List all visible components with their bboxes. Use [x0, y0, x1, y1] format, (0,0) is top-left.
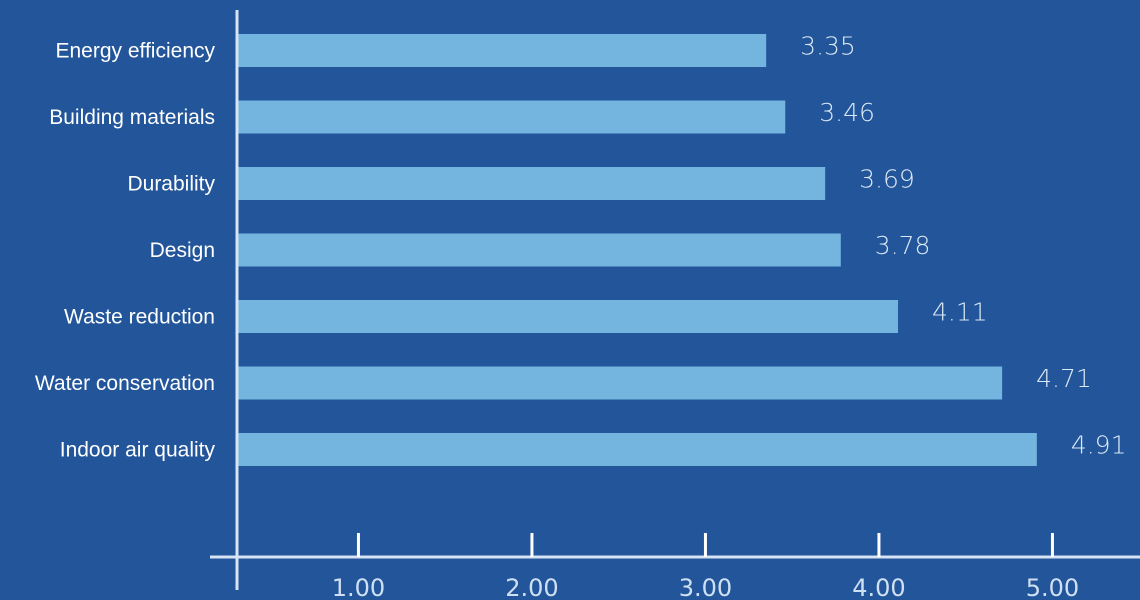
x-tick-label: 3.00: [679, 574, 732, 600]
x-tick-labels: 1.00 2.00 3.00 4.00 5.00: [332, 574, 1079, 600]
value-label: 3.69: [859, 165, 915, 194]
category-label: Waste reduction: [64, 306, 215, 329]
value-labels: 3.35 3.46 3.69 3.78 4.11 4.71 4.91: [800, 32, 1126, 460]
value-label: 4.91: [1071, 431, 1127, 460]
bar-energy-efficiency: [237, 34, 767, 67]
x-tick-label: 4.00: [852, 574, 905, 600]
value-label: 4.71: [1036, 364, 1092, 393]
bar-indoor-air-quality: [237, 433, 1037, 466]
value-label: 4.11: [932, 298, 988, 327]
category-label: Water conservation: [35, 372, 215, 395]
x-ticks: [356, 533, 1054, 557]
x-tick-label: 2.00: [505, 574, 558, 600]
bars-group: [237, 34, 1037, 466]
bar-durability: [237, 167, 826, 200]
category-labels: Energy efficiency Building materials Durab…: [35, 40, 216, 462]
bar-waste-reduction: [237, 300, 899, 333]
category-label: Durability: [127, 173, 215, 196]
category-label: Indoor air quality: [60, 439, 216, 462]
bar-water-conservation: [237, 366, 1003, 400]
value-label: 3.35: [800, 32, 856, 61]
x-tick-label: 5.00: [1026, 574, 1079, 600]
value-label: 3.78: [875, 231, 931, 260]
value-label: 3.46: [819, 98, 875, 127]
bar-design: [237, 233, 841, 267]
category-label: Energy efficiency: [55, 40, 215, 63]
bar-building-materials: [237, 100, 786, 134]
category-label: Building materials: [49, 106, 215, 129]
x-tick-label: 1.00: [332, 574, 385, 600]
category-label: Design: [150, 239, 215, 262]
